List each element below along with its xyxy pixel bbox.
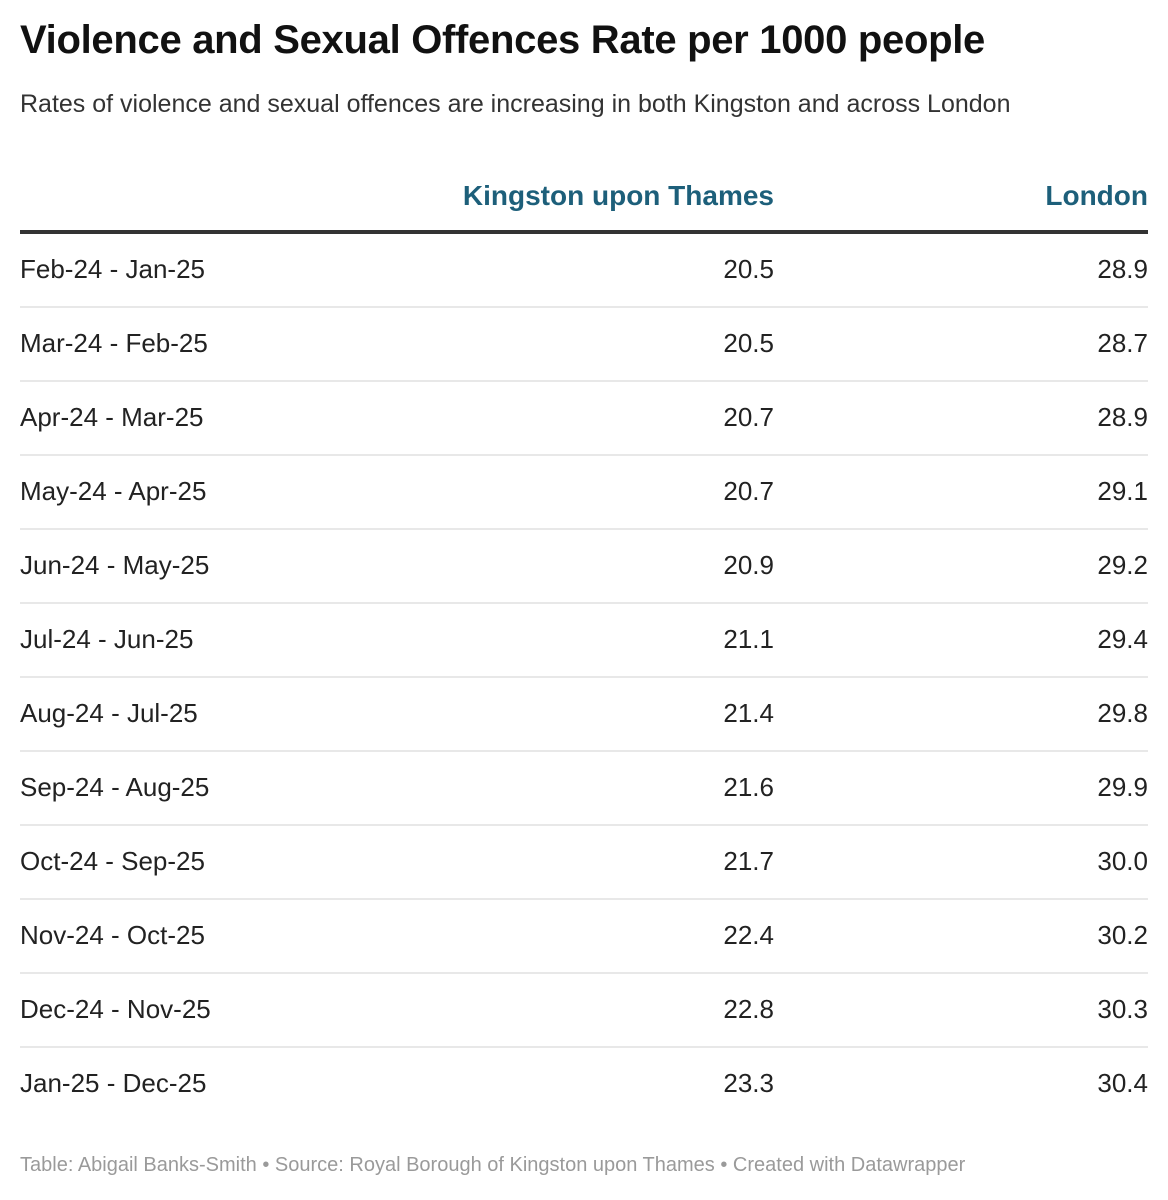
table-row: Mar-24 - Feb-25 20.5 28.7	[20, 308, 1148, 382]
cell-kingston-value: 20.7	[723, 476, 774, 506]
cell-london-value: 29.9	[1097, 772, 1148, 802]
table-row: Apr-24 - Mar-25 20.7 28.9	[20, 382, 1148, 456]
chart-subtitle: Rates of violence and sexual offences ar…	[20, 90, 1011, 118]
table-row: Sep-24 - Aug-25 21.6 29.9	[20, 752, 1148, 826]
row-label-period: Nov-24 - Oct-25	[20, 920, 205, 950]
table-row: Nov-24 - Oct-25 22.4 30.2	[20, 900, 1148, 974]
cell-kingston-value: 20.9	[723, 550, 774, 580]
table-row: Feb-24 - Jan-25 20.5 28.9	[20, 234, 1148, 308]
row-label-period: Dec-24 - Nov-25	[20, 994, 211, 1024]
row-label-period: May-24 - Apr-25	[20, 476, 207, 506]
cell-london-value: 30.3	[1097, 994, 1148, 1024]
chart-title: Violence and Sexual Offences Rate per 10…	[20, 18, 985, 62]
cell-kingston-value: 21.1	[723, 624, 774, 654]
cell-kingston-value: 23.3	[723, 1068, 774, 1098]
cell-kingston-value: 20.5	[723, 328, 774, 358]
cell-london-value: 28.9	[1097, 254, 1148, 284]
cell-london-value: 30.4	[1097, 1068, 1148, 1098]
cell-london-value: 29.8	[1097, 698, 1148, 728]
cell-kingston-value: 20.7	[723, 402, 774, 432]
row-label-period: Oct-24 - Sep-25	[20, 846, 205, 876]
table-footer-credits: Table: Abigail Banks-Smith • Source: Roy…	[20, 1154, 966, 1176]
row-label-period: Apr-24 - Mar-25	[20, 402, 204, 432]
table-row: Aug-24 - Jul-25 21.4 29.8	[20, 678, 1148, 752]
cell-london-value: 28.7	[1097, 328, 1148, 358]
table-row: Dec-24 - Nov-25 22.8 30.3	[20, 974, 1148, 1048]
table-row: Oct-24 - Sep-25 21.7 30.0	[20, 826, 1148, 900]
row-label-period: Feb-24 - Jan-25	[20, 254, 205, 284]
cell-kingston-value: 20.5	[723, 254, 774, 284]
cell-london-value: 30.2	[1097, 920, 1148, 950]
row-label-period: Jun-24 - May-25	[20, 550, 210, 580]
cell-kingston-value: 21.7	[723, 846, 774, 876]
table-row: May-24 - Apr-25 20.7 29.1	[20, 456, 1148, 530]
table-body: Feb-24 - Jan-25 20.5 28.9 Mar-24 - Feb-25 20…	[20, 234, 1148, 1120]
table-row: Jun-24 - May-25 20.9 29.2	[20, 530, 1148, 604]
cell-kingston-value: 21.4	[723, 698, 774, 728]
table-row: Jan-25 - Dec-25 23.3 30.4	[20, 1048, 1148, 1120]
cell-kingston-value: 22.8	[723, 994, 774, 1024]
row-label-period: Sep-24 - Aug-25	[20, 772, 210, 802]
table-header: Kingston upon Thames London	[20, 170, 1148, 234]
cell-london-value: 29.2	[1097, 550, 1148, 580]
column-header-london[interactable]: London	[1045, 180, 1148, 211]
row-label-period: Jul-24 - Jun-25	[20, 624, 194, 654]
row-label-period: Aug-24 - Jul-25	[20, 698, 198, 728]
cell-kingston-value: 21.6	[723, 772, 774, 802]
row-label-period: Jan-25 - Dec-25	[20, 1068, 207, 1098]
cell-kingston-value: 22.4	[723, 920, 774, 950]
cell-london-value: 28.9	[1097, 402, 1148, 432]
table-row: Jul-24 - Jun-25 21.1 29.4	[20, 604, 1148, 678]
row-label-period: Mar-24 - Feb-25	[20, 328, 208, 358]
data-table: Kingston upon Thames London Feb-24 - Jan…	[20, 170, 1148, 1120]
cell-london-value: 29.1	[1097, 476, 1148, 506]
column-header-kingston[interactable]: Kingston upon Thames	[462, 180, 774, 211]
cell-london-value: 29.4	[1097, 624, 1148, 654]
cell-london-value: 30.0	[1097, 846, 1148, 876]
